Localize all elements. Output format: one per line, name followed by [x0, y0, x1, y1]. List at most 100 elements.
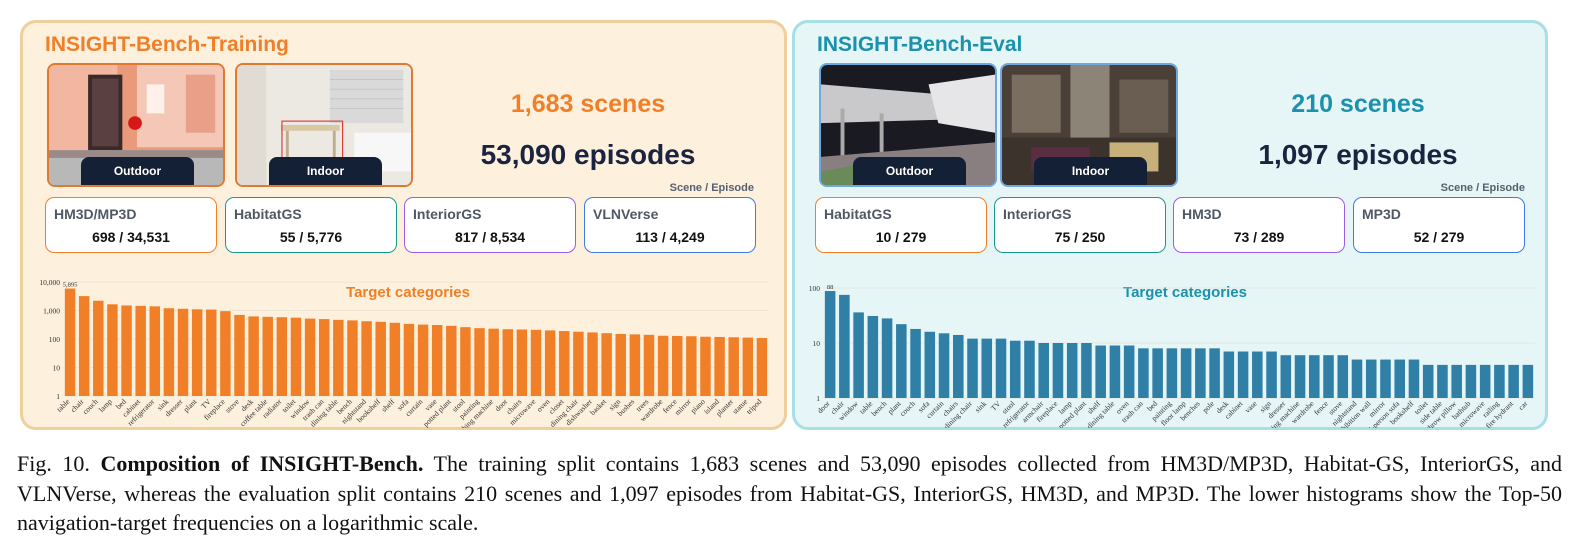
bar [163, 308, 175, 396]
bar [347, 320, 358, 396]
bar [853, 312, 864, 398]
source-name: HM3D/MP3D [54, 206, 137, 222]
bar [686, 336, 697, 396]
top-value-label: 5,895 [63, 282, 78, 289]
bar [78, 296, 90, 396]
figure-caption: Fig. 10. Composition of INSIGHT-Bench. T… [17, 449, 1562, 538]
bar [967, 338, 978, 398]
bar [446, 325, 457, 396]
x-tick-label: stove [223, 397, 241, 415]
x-tick-label: potted plant [421, 396, 453, 428]
bar [601, 333, 612, 396]
bar [1351, 359, 1363, 398]
bar [742, 337, 754, 396]
training-scenes: 1,683 scenes [510, 90, 666, 118]
source-value: 75 / 250 [1054, 229, 1106, 245]
bar [1323, 355, 1334, 398]
training-title: INSIGHT-Bench-Training [45, 33, 289, 56]
bar [516, 329, 528, 396]
source-value: 73 / 289 [1233, 229, 1285, 245]
bar [953, 334, 964, 398]
bar [304, 318, 316, 396]
bar [488, 328, 499, 396]
x-tick-label: vase [1243, 399, 1259, 415]
bar [474, 328, 485, 396]
chart-title: Target categories [1123, 284, 1247, 301]
x-tick-label: fence [1312, 399, 1330, 417]
eval-title: INSIGHT-Bench-Eval [817, 33, 1023, 56]
bar [1408, 359, 1420, 398]
bar [1009, 340, 1021, 398]
bar [460, 327, 471, 396]
bar [896, 324, 907, 398]
bar [1038, 343, 1049, 398]
x-tick-label: plant [182, 396, 200, 414]
bar [403, 323, 415, 396]
source-value: 113 / 4,249 [635, 229, 705, 245]
x-tick-label: shelf [380, 397, 397, 414]
x-tick-label: sink [973, 399, 988, 414]
bar [643, 334, 655, 396]
bar [981, 338, 993, 398]
bar [1252, 351, 1263, 398]
bar [431, 324, 443, 396]
bar [1237, 351, 1249, 398]
source-value: 52 / 279 [1413, 229, 1465, 245]
x-tick-label: car [1516, 399, 1529, 412]
source-name: MP3D [1362, 206, 1401, 222]
x-tick-label: tripod [744, 397, 763, 416]
bar [1494, 364, 1505, 398]
bar [1052, 343, 1064, 398]
bar [248, 316, 259, 396]
bar [276, 317, 288, 396]
x-tick-label: lamp [97, 397, 114, 414]
source-name: InteriorGS [413, 206, 482, 222]
source-mp3d: MP3D 52 / 279 [1353, 197, 1525, 253]
bar [573, 331, 584, 396]
bar [1066, 343, 1078, 398]
source-hm3d-mp3d: HM3D/MP3D 698 / 34,531 [45, 197, 217, 253]
bar [121, 305, 132, 396]
bar [1195, 348, 1206, 398]
bar [262, 316, 273, 396]
chart-title: Target categories [346, 284, 470, 301]
bar [1123, 345, 1135, 398]
indoor-label: Indoor [1034, 157, 1147, 185]
bar [1138, 348, 1149, 398]
source-name: InteriorGS [1003, 206, 1072, 222]
bar [938, 333, 950, 398]
training-indoor-image: Indoor [235, 63, 413, 187]
bar [629, 334, 641, 396]
y-tick-label: 1,000 [43, 307, 60, 316]
bar [135, 305, 146, 396]
caption-bold-title: Composition of INSIGHT-Bench. [100, 451, 424, 476]
bar [1394, 359, 1405, 398]
source-interiorgs: InteriorGS 75 / 250 [994, 197, 1166, 253]
bar [559, 331, 570, 396]
bar [1109, 345, 1121, 398]
training-outdoor-image: Outdoor [47, 63, 225, 187]
source-value: 55 / 5,776 [279, 229, 343, 245]
y-tick-label: 100 [809, 284, 821, 293]
bar [1180, 348, 1192, 398]
bar [1152, 348, 1163, 398]
bar [361, 321, 372, 396]
bar [1422, 364, 1434, 398]
source-interiorgs: InteriorGS 817 / 8,534 [404, 197, 576, 253]
outdoor-label: Outdoor [853, 157, 966, 185]
top-value-label: 88 [827, 284, 834, 291]
bar [657, 335, 669, 396]
training-target-histogram: Target categories1101001,00010,000table5… [39, 278, 769, 428]
bar [1380, 359, 1391, 398]
bar [1266, 351, 1277, 398]
bar [389, 322, 401, 396]
bar [333, 319, 344, 396]
caption-fig-number: Fig. 10. [17, 451, 90, 476]
bar [867, 315, 879, 398]
bar [530, 329, 542, 396]
bar [587, 332, 598, 396]
source-value: 698 / 34,531 [92, 229, 170, 245]
bar [375, 321, 386, 396]
bar [544, 330, 556, 396]
bar [107, 304, 118, 396]
